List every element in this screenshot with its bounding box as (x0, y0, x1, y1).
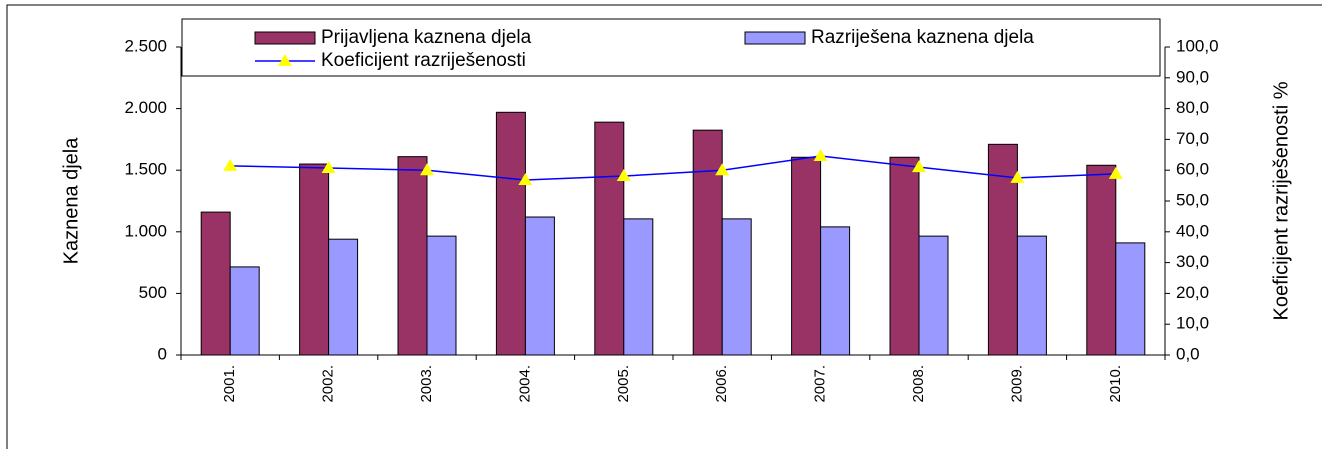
legend-swatch (744, 31, 806, 45)
y-axis-label: Kaznena djela (60, 137, 82, 265)
y2-tick-label: 60,0 (1176, 160, 1209, 179)
marker (321, 161, 336, 174)
x-tick-label: 2006. (713, 365, 730, 403)
legend-label: Prijavljena kaznena djela (321, 27, 532, 48)
bar (1016, 235, 1047, 356)
y2-tick-label: 50,0 (1176, 190, 1209, 209)
y2-tick-label: 10,0 (1176, 314, 1209, 333)
legend-label: Koeficijent razriješenosti (321, 50, 526, 71)
x-tick-label: 2009. (1008, 365, 1025, 403)
y2-tick-label: 80,0 (1176, 98, 1209, 117)
y-tick-label: 0 (158, 344, 167, 363)
x-tick-label: 2010. (1107, 365, 1124, 403)
y-tick-label: 2.500 (124, 36, 167, 55)
y-tick-label: 1.500 (124, 160, 167, 179)
marker (715, 163, 730, 176)
bar (524, 216, 555, 356)
x-tick-label: 2002. (320, 365, 337, 403)
frame (6, 4, 1322, 449)
marker (518, 173, 533, 186)
marker (223, 158, 238, 171)
x-tick-label: 2003. (418, 365, 435, 403)
y2-tick-label: 30,0 (1176, 252, 1209, 271)
bar (1115, 242, 1146, 356)
bar (623, 218, 654, 356)
x-tick-label: 2001. (221, 365, 238, 403)
marker (1010, 170, 1025, 183)
bar (918, 235, 949, 356)
y-tick-label: 2.000 (124, 98, 167, 117)
bar (692, 129, 723, 356)
y2-tick-label: 100,0 (1176, 36, 1219, 55)
legend-box (181, 18, 1161, 77)
bar (820, 226, 851, 356)
bar (397, 156, 428, 356)
bar (299, 163, 330, 356)
y2-tick-label: 40,0 (1176, 221, 1209, 240)
bar (1086, 164, 1117, 356)
y-tick-label: 500 (139, 283, 167, 302)
bar (721, 218, 752, 356)
bar (200, 211, 231, 356)
y2-tick-label: 70,0 (1176, 129, 1209, 148)
marker (912, 160, 926, 173)
y2-axis-label: Koeficijent razriješenosti % (1270, 81, 1292, 320)
x-tick-label: 2005. (615, 365, 632, 403)
bar (791, 156, 822, 356)
x-tick-label: 2004. (516, 365, 533, 403)
legend-marker (278, 54, 292, 66)
bar (889, 156, 920, 356)
y2-tick-label: 20,0 (1176, 283, 1209, 302)
bar (328, 238, 359, 356)
y2-tick-label: 90,0 (1176, 67, 1209, 86)
y-tick-label: 1.000 (124, 221, 167, 240)
bar (229, 266, 260, 356)
bar (594, 121, 625, 356)
x-tick-label: 2007. (812, 365, 829, 403)
marker (1108, 166, 1123, 179)
marker (616, 169, 631, 182)
bar (426, 235, 457, 356)
bar (495, 111, 526, 356)
legend-swatch (254, 31, 316, 45)
legend-label: Razriješena kaznena djela (811, 27, 1034, 48)
marker (813, 149, 828, 162)
marker (420, 163, 434, 176)
x-tick-label: 2008. (910, 365, 927, 403)
line-series (230, 155, 1116, 181)
y2-tick-label: 0,0 (1176, 344, 1200, 363)
